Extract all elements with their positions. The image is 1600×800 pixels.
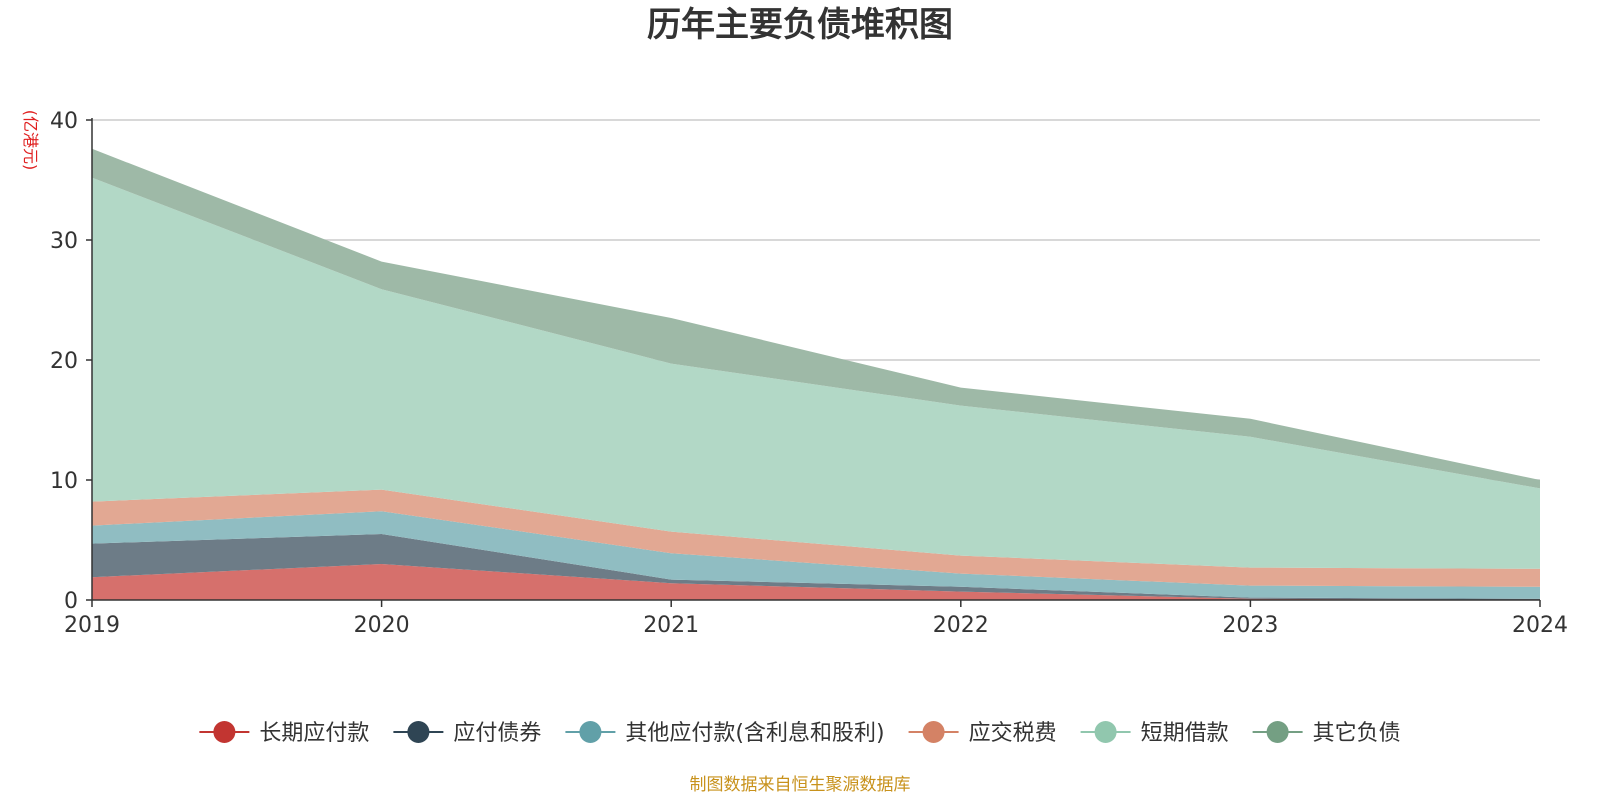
chart-title: 历年主要负债堆积图	[647, 5, 953, 45]
legend-label: 应付债券	[453, 721, 541, 746]
x-tick-label: 2020	[354, 613, 410, 638]
y-tick-label: 0	[64, 589, 78, 614]
y-tick-label: 10	[50, 469, 78, 494]
area-series-2	[92, 511, 1540, 599]
x-tick-label: 2024	[1512, 613, 1568, 638]
y-tick-label: 20	[50, 349, 78, 374]
source-note: 制图数据来自恒生聚源数据库	[690, 775, 911, 795]
legend-marker	[579, 721, 602, 743]
legend[interactable]: 长期应付款 应付债券 其他应付款(含利息和股利) 应交税费 短期借款 其它负债	[199, 721, 1401, 746]
area-series-4	[92, 177, 1540, 569]
legend-marker	[922, 721, 945, 743]
x-tick-label: 2019	[64, 613, 120, 638]
area-series-3	[92, 489, 1540, 587]
legend-item-5[interactable]: 其它负债	[1252, 721, 1401, 746]
legend-item-4[interactable]: 短期借款	[1080, 721, 1229, 746]
area-series-1	[92, 534, 1540, 600]
legend-marker	[407, 721, 430, 743]
legend-label: 应交税费	[969, 721, 1057, 746]
legend-label: 短期借款	[1141, 721, 1229, 746]
legend-marker	[1094, 721, 1117, 743]
y-tick-label: 40	[50, 109, 78, 134]
legend-item-0[interactable]: 长期应付款	[199, 721, 369, 746]
x-tick-label: 2023	[1222, 613, 1278, 638]
area-series	[92, 148, 1540, 600]
legend-item-3[interactable]: 应交税费	[908, 721, 1057, 746]
legend-label: 其它负债	[1313, 721, 1401, 746]
legend-marker	[213, 721, 236, 743]
axes: 0 10 20 30 40 2019 2020 2021 2022 2023 2024	[50, 109, 1568, 638]
legend-label: 长期应付款	[259, 721, 369, 746]
x-tick-label: 2021	[643, 613, 699, 638]
legend-marker	[1266, 721, 1289, 743]
legend-label: 其他应付款(含利息和股利)	[625, 721, 884, 746]
x-tick-label: 2022	[933, 613, 989, 638]
area-series-0	[92, 564, 1540, 600]
area-series-5	[92, 148, 1540, 489]
legend-item-2[interactable]: 其他应付款(含利息和股利)	[565, 721, 885, 746]
y-tick-label: 30	[50, 229, 78, 254]
legend-item-1[interactable]: 应付债券	[393, 721, 541, 746]
y-unit-label: (亿港元)	[21, 110, 40, 171]
